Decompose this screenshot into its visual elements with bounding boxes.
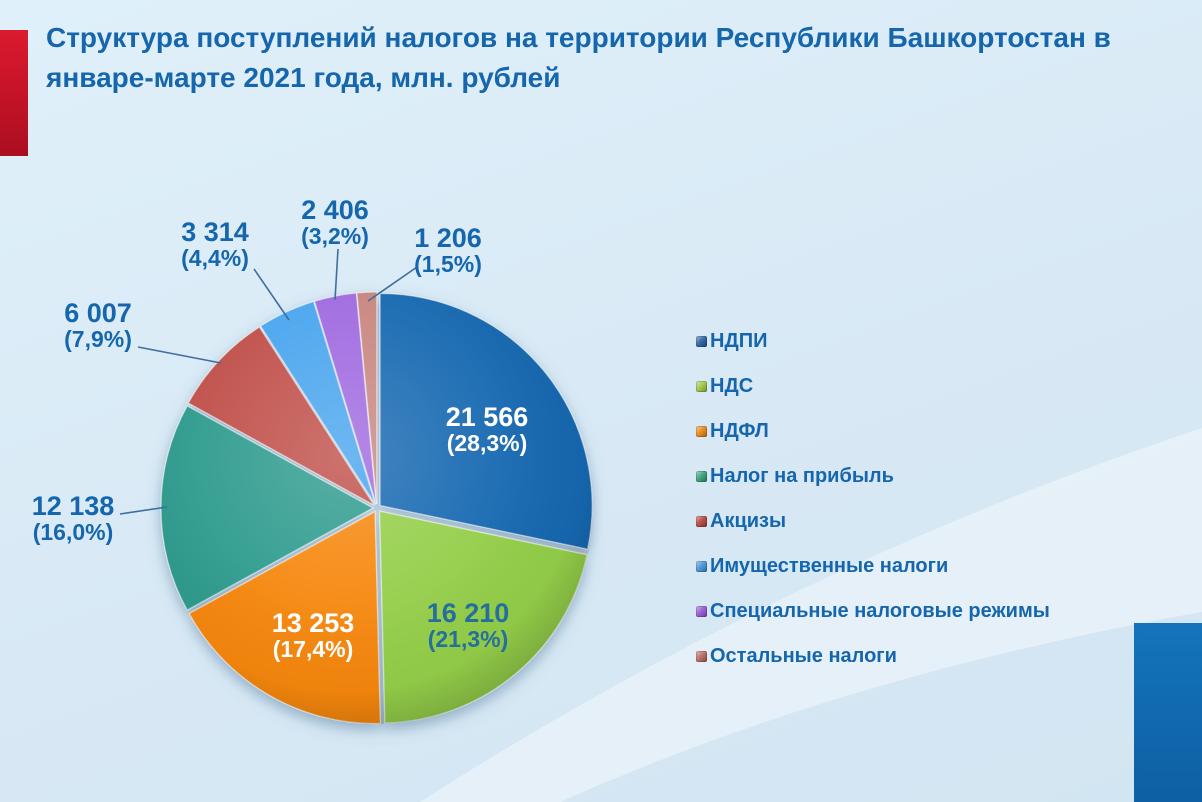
legend-marker-icon: [696, 425, 707, 437]
legend-marker-icon: [696, 605, 707, 617]
pie-slice-percent: (17,4%): [272, 636, 354, 662]
pie-slice-percent: (7,9%): [64, 326, 132, 352]
leader-lines: [119, 248, 418, 515]
pie-slice-value: 2 406: [301, 195, 369, 225]
legend-label: Специальные налоговые режимы: [710, 600, 1050, 622]
pie-slice-label: 21 566 (28,3%): [446, 404, 529, 456]
legend-label: НДПИ: [710, 330, 768, 352]
pie-slice-value: 3 314: [181, 217, 249, 247]
legend-label: Имущественные налоги: [710, 555, 949, 577]
legend-marker-icon: [696, 560, 707, 572]
pie-slice-label: 12 138 (16,0%): [32, 493, 115, 545]
legend-marker-icon: [696, 335, 707, 347]
legend-label: Акцизы: [710, 510, 787, 532]
legend-label: НДФЛ: [710, 420, 769, 442]
legend-label: Остальные налоги: [710, 645, 897, 667]
pie-slice-percent: (28,3%): [446, 430, 528, 456]
legend-item: НДС: [696, 374, 1050, 398]
legend-item: Специальные налоговые режимы: [696, 599, 1050, 623]
pie-slice-value: 6 007: [64, 298, 132, 328]
leader-line-4: [137, 346, 222, 364]
pie-slice-value: 12 138: [31, 491, 115, 521]
legend-item: НДПИ: [696, 329, 1050, 353]
pie-slice-percent: (3,2%): [301, 223, 369, 249]
pie-slice-label: 1 206 (1,5%): [414, 225, 482, 277]
pie-slice-value: 16 210: [426, 598, 510, 628]
pie-slice-value: 13 253: [271, 608, 355, 638]
legend-label: НДС: [710, 375, 754, 397]
legend-marker-icon: [696, 650, 707, 662]
legend-item: Акцизы: [696, 509, 1050, 533]
legend-item: Остальные налоги: [696, 644, 1050, 668]
leader-line-6: [334, 248, 339, 301]
blue-accent-rect: [1134, 623, 1202, 802]
legend-marker-icon: [696, 515, 707, 527]
pie: [160, 291, 593, 725]
leader-line-3: [119, 506, 168, 515]
legend-item: Налог на прибыль: [696, 464, 1050, 488]
leader-line-5: [253, 268, 290, 321]
legend: НДПИ НДС НДФЛ Налог на прибыль Акцизы Им…: [696, 329, 1050, 689]
red-accent-bar: [0, 30, 28, 156]
background-band: [420, 428, 1202, 802]
pie-slice-percent: (21,3%): [427, 626, 509, 652]
pie-slice-label: 3 314 (4,4%): [181, 219, 249, 271]
legend-marker-icon: [696, 470, 707, 482]
legend-label: Налог на прибыль: [710, 465, 894, 487]
leader-line-7: [367, 266, 418, 302]
pie-slice-label: 6 007 (7,9%): [64, 300, 132, 352]
pie-slice-label: 13 253 (17,4%): [272, 610, 355, 662]
legend-item: Имущественные налоги: [696, 554, 1050, 578]
legend-item: НДФЛ: [696, 419, 1050, 443]
pie-slice-percent: (16,0%): [32, 519, 114, 545]
legend-marker-icon: [696, 380, 707, 392]
pie-slice-percent: (1,5%): [414, 251, 482, 277]
pie-slice-label: 2 406 (3,2%): [301, 197, 369, 249]
pie-slice-value: 21 566: [445, 402, 529, 432]
pie-slice-label: 16 210 (21,3%): [427, 600, 510, 652]
page-title: Структура поступлений налогов на террито…: [46, 22, 1111, 93]
pie-slice-value: 1 206: [414, 223, 482, 253]
pie-slice-percent: (4,4%): [181, 245, 249, 271]
